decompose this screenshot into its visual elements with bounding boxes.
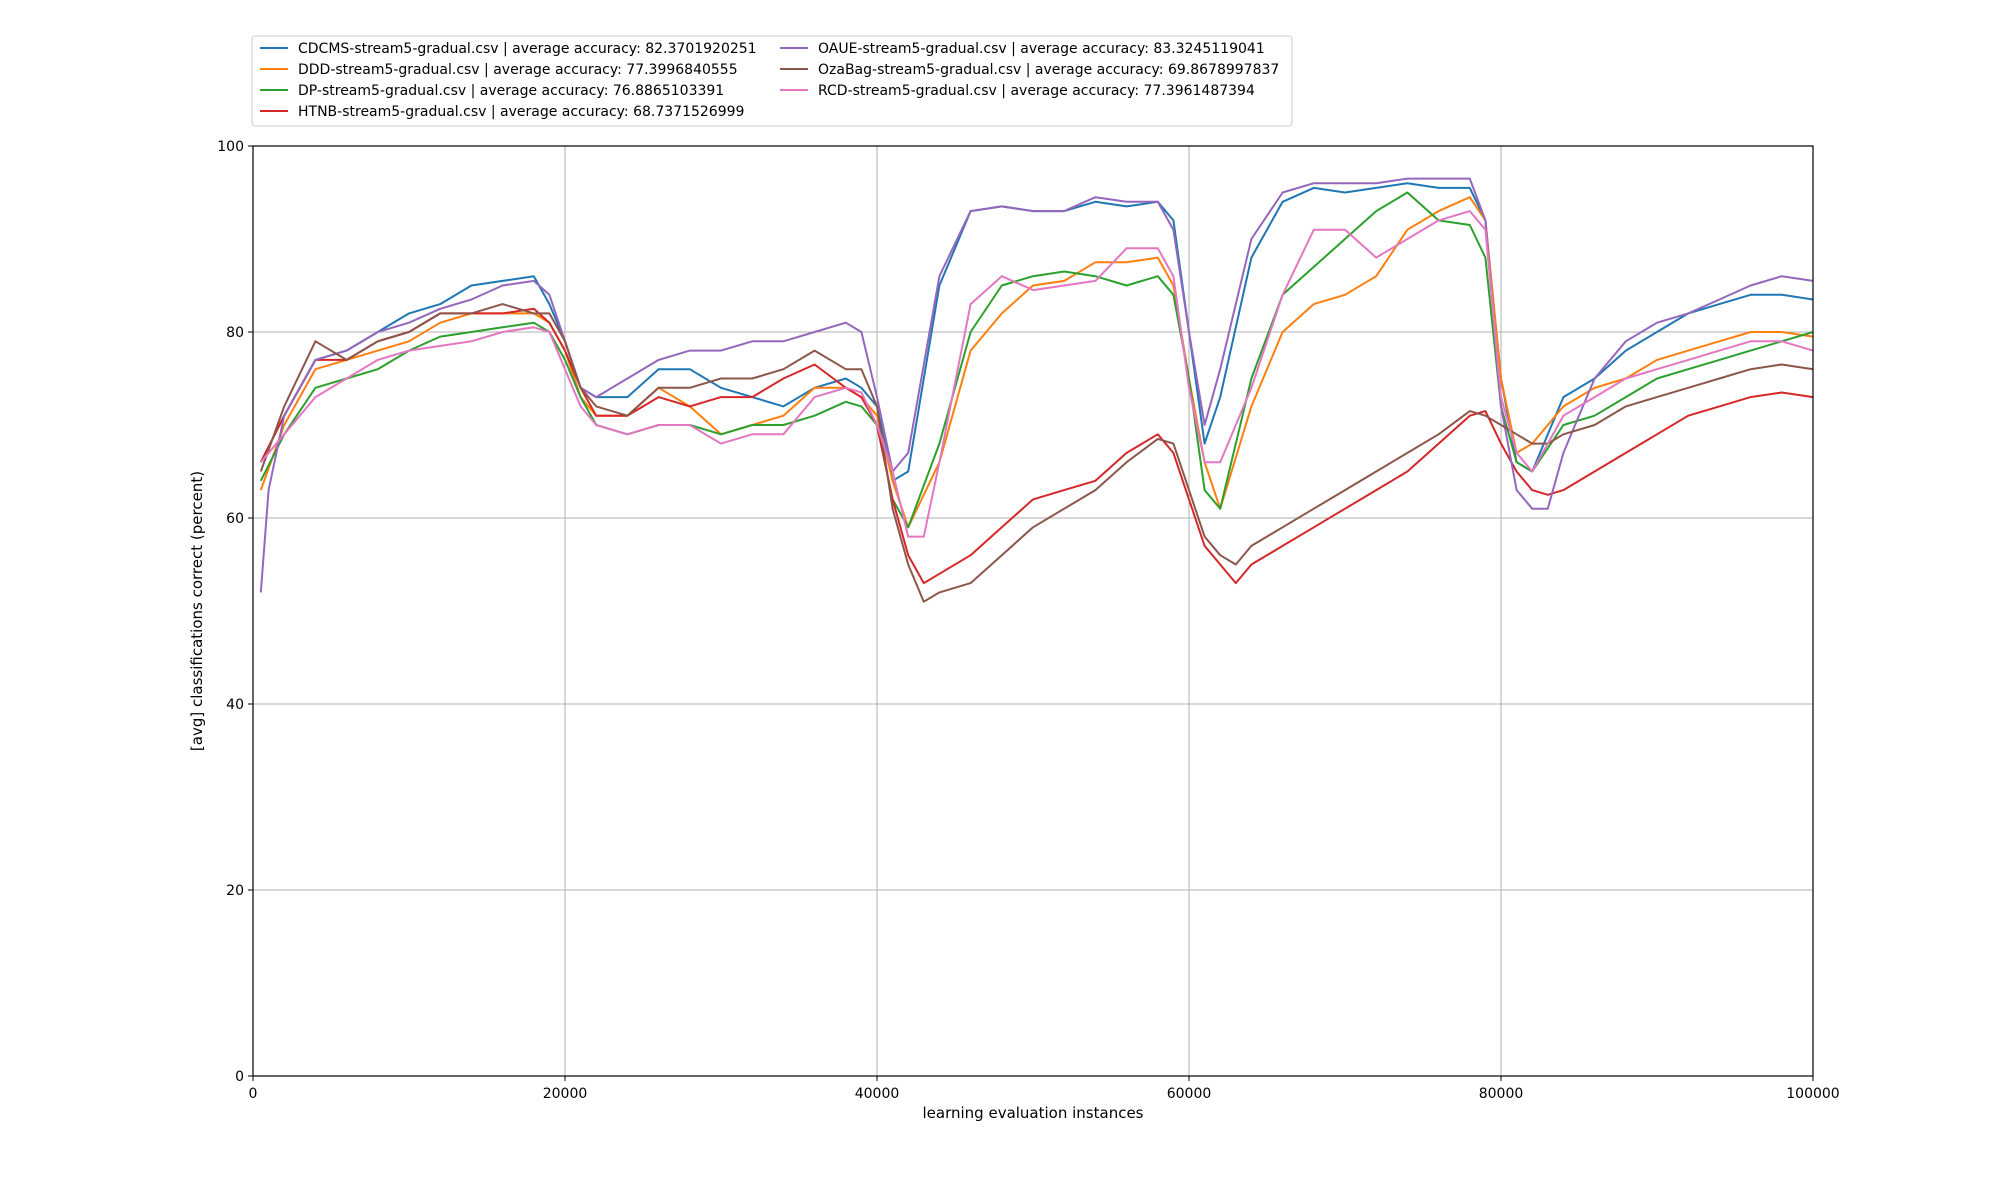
x-tick-label: 100000	[1786, 1086, 1839, 1102]
legend-entry-label: OAUE-stream5-gradual.csv | average accur…	[818, 41, 1265, 57]
x-tick-label: 60000	[1167, 1086, 1212, 1102]
y-axis-label: [avg] classifications correct (percent)	[188, 471, 206, 751]
series-line-4	[259, 177, 1814, 593]
legend-entry-label: OzaBag-stream5-gradual.csv | average acc…	[818, 62, 1279, 78]
x-tick-label: 0	[249, 1086, 258, 1102]
series-lines	[259, 177, 1814, 603]
legend-entry-label: DDD-stream5-gradual.csv | average accura…	[298, 62, 738, 78]
legend-entry-label: CDCMS-stream5-gradual.csv | average accu…	[298, 41, 757, 57]
y-axis-ticks: 0 20 40 60 80 100	[217, 139, 253, 1085]
y-tick-label: 40	[226, 697, 244, 713]
series-line-5	[259, 303, 1814, 603]
series-line-1	[259, 196, 1814, 529]
y-tick-label: 60	[226, 511, 244, 527]
series-line-6	[260, 210, 1814, 538]
legend-box	[251, 35, 1293, 127]
x-tick-label: 40000	[855, 1086, 900, 1102]
legend-entry-label: RCD-stream5-gradual.csv | average accura…	[818, 83, 1255, 99]
y-tick-label: 0	[235, 1069, 244, 1085]
x-tick-label: 80000	[1479, 1086, 1524, 1102]
x-axis-ticks: 0 20000 40000 60000 80000 100000	[249, 1076, 1840, 1102]
legend-entry-label: HTNB-stream5-gradual.csv | average accur…	[298, 104, 744, 120]
legend-entry-label: DP-stream5-gradual.csv | average accurac…	[298, 83, 724, 99]
series-line-2	[259, 191, 1814, 529]
plot-frame	[252, 145, 1814, 1077]
series-line-3	[259, 307, 1814, 585]
legend: CDCMS-stream5-gradual.csv | average accu…	[251, 35, 1293, 127]
x-axis-label: learning evaluation instances	[923, 1104, 1144, 1122]
y-tick-label: 20	[226, 883, 244, 899]
y-tick-label: 80	[226, 325, 244, 341]
x-tick-label: 20000	[543, 1086, 588, 1102]
y-tick-label: 100	[217, 139, 244, 155]
